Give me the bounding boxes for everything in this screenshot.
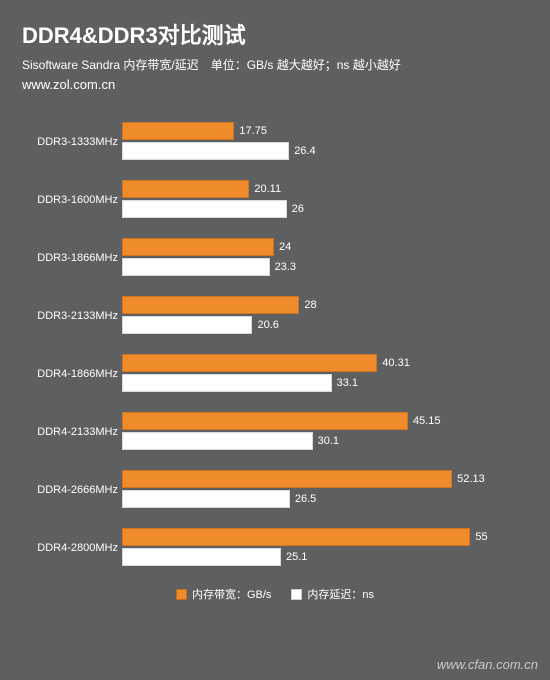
bar-series-0: 17.75 [122,122,234,140]
legend-item: 内存带宽：GB/s [176,586,271,602]
bar-value-label: 30.1 [318,435,339,447]
bars-column: 45.15 30.1 [122,412,528,452]
category-label: DDR4-1866MHz [22,368,122,380]
bar-value-label: 20.11 [254,183,281,195]
bar-series-1: 26.4 [122,142,289,160]
category-label: DDR4-2666MHz [22,484,122,496]
bar-series-0: 24 [122,238,274,256]
bar-series-1: 20.6 [122,316,252,334]
legend-swatch [176,589,187,600]
legend-label: 内存延迟：ns [307,586,374,602]
category-row: DDR4-2133MHz45.1530.1 [22,412,528,452]
category-row: DDR3-1866MHz2423.3 [22,238,528,278]
bar-series-0: 52.13 [122,470,452,488]
legend-swatch [291,589,302,600]
bar-value-label: 33.1 [337,377,358,389]
chart-container: DDR4&DDR3对比测试 Sisoftware Sandra 内存带宽/延迟 … [0,0,550,680]
bar-value-label: 45.15 [413,415,441,427]
bar-value-label: 24 [279,241,291,253]
source-url: www.zol.com.cn [22,77,528,92]
bar-series-1: 25.1 [122,548,281,566]
category-label: DDR3-1600MHz [22,194,122,206]
bar-value-label: 26.5 [295,493,316,505]
bar-series-0: 55 [122,528,470,546]
category-label: DDR3-1866MHz [22,252,122,264]
bar-series-1: 33.1 [122,374,332,392]
bars-column: 17.75 26.4 [122,122,528,162]
bar-value-label: 26.4 [294,145,315,157]
bar-series-1: 26 [122,200,287,218]
bar-series-1: 30.1 [122,432,313,450]
bars-column: 55 25.1 [122,528,528,568]
legend-item: 内存延迟：ns [291,586,374,602]
bars-column: 40.31 33.1 [122,354,528,394]
bar-value-label: 23.3 [275,261,296,273]
bar-series-0: 40.31 [122,354,377,372]
bar-value-label: 17.75 [239,125,267,137]
bars-column: 2423.3 [122,238,528,278]
bar-value-label: 55 [475,531,487,543]
chart-title: DDR4&DDR3对比测试 [22,18,528,50]
chart-subtitle: Sisoftware Sandra 内存带宽/延迟 单位：GB/s 越大越好；n… [22,56,528,73]
bar-value-label: 26 [292,203,304,215]
footer-watermark: www.cfan.com.cn [437,657,538,672]
bar-series-0: 28 [122,296,299,314]
chart-legend: 内存带宽：GB/s 内存延迟：ns [22,586,528,603]
category-label: DDR4-2133MHz [22,426,122,438]
bars-area: DDR3-1333MHz17.7526.4DDR3-1600MHz20.1126… [22,122,528,568]
category-label: DDR3-1333MHz [22,136,122,148]
category-row: DDR4-2666MHz52.1326.5 [22,470,528,510]
bar-value-label: 52.13 [457,473,485,485]
category-row: DDR3-2133MHz2820.6 [22,296,528,336]
bar-value-label: 40.31 [382,357,410,369]
bar-value-label: 20.6 [257,319,278,331]
bar-series-0: 45.15 [122,412,408,430]
bar-series-1: 23.3 [122,258,270,276]
bar-value-label: 25.1 [286,551,307,563]
category-row: DDR4-1866MHz40.3133.1 [22,354,528,394]
category-row: DDR3-1333MHz17.7526.4 [22,122,528,162]
bars-column: 28 20.6 [122,296,528,336]
category-row: DDR3-1600MHz20.1126 [22,180,528,220]
bar-series-0: 20.11 [122,180,249,198]
bars-column: 52.13 26.5 [122,470,528,510]
category-row: DDR4-2800MHz5525.1 [22,528,528,568]
category-label: DDR4-2800MHz [22,542,122,554]
bars-column: 20.11 26 [122,180,528,220]
bar-value-label: 28 [304,299,316,311]
legend-label: 内存带宽：GB/s [192,586,271,602]
category-label: DDR3-2133MHz [22,310,122,322]
bar-series-1: 26.5 [122,490,290,508]
